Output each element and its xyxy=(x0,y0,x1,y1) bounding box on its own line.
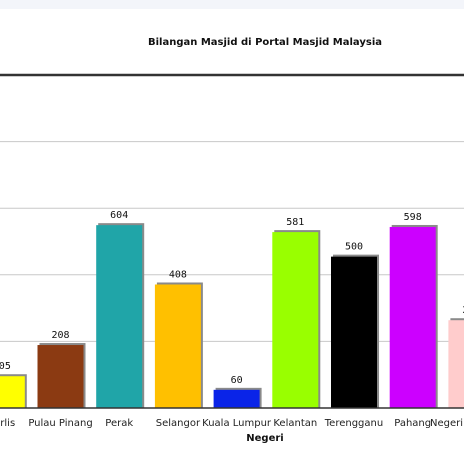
bar xyxy=(37,345,84,408)
x-tick-label: Selangor xyxy=(156,418,201,429)
data-label: 500 xyxy=(345,242,363,253)
data-label: 408 xyxy=(169,269,187,280)
bar xyxy=(448,320,464,408)
bar xyxy=(331,256,377,408)
x-tick-label: Terengganu xyxy=(324,418,383,429)
x-tick-label: Perak xyxy=(105,418,133,429)
bar xyxy=(389,226,436,408)
bar xyxy=(0,376,25,408)
x-tick-label: Pulau Pinang xyxy=(28,418,92,429)
top-band xyxy=(0,0,464,9)
bar xyxy=(272,232,319,408)
x-tick-label: Kelantan xyxy=(273,418,317,429)
data-label: 581 xyxy=(286,217,304,228)
bar xyxy=(96,225,143,408)
chart-title: Bilangan Masjid di Portal Masjid Malaysi… xyxy=(148,37,382,48)
data-label: 208 xyxy=(51,330,69,341)
data-label: 598 xyxy=(404,212,422,223)
x-tick-label: Negeri Sembilan xyxy=(430,418,464,429)
x-tick-label: Perlis xyxy=(0,418,15,429)
bar xyxy=(213,389,260,408)
data-label: 290 xyxy=(462,305,464,316)
x-tick-label: Pahang xyxy=(394,418,431,429)
data-label: 604 xyxy=(110,210,128,221)
data-label: 105 xyxy=(0,361,11,372)
bar xyxy=(154,284,201,408)
data-label: 60 xyxy=(231,375,243,386)
x-tick-label: Kuala Lumpur xyxy=(202,418,272,429)
x-axis-title: Negeri xyxy=(246,433,283,444)
